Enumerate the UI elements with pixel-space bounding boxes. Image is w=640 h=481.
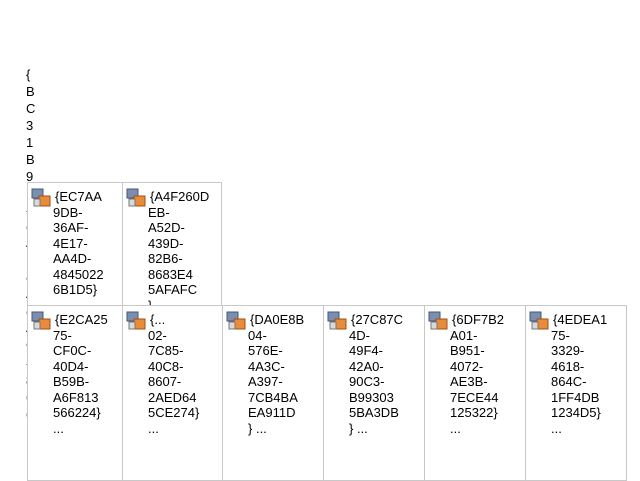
item-icon (126, 311, 146, 331)
guid-line: 4072- (450, 358, 484, 374)
guid-line: 7ECE44 (450, 389, 499, 405)
guid-line: 7C85- (148, 343, 184, 358)
guid-line: 02- (148, 327, 167, 343)
guid-line: 40C8- (148, 358, 184, 374)
guid-line: 4A3C- (248, 358, 285, 374)
guid-line: {... (150, 312, 166, 327)
guid-line: 7CB4BA (248, 389, 298, 405)
item-tile[interactable]: {4EDEA1 75- 3329- 4618- 864C- 1FF4DB 1234D5}..… (525, 305, 627, 481)
guid-line: 566224} (53, 405, 101, 420)
char: B (26, 152, 35, 167)
item-icon (226, 311, 246, 331)
guid-line: 2AED64 (148, 389, 197, 405)
guid-line: B99303 (349, 389, 394, 405)
guid-line: CF0C- (53, 343, 92, 358)
guid-line: AE3B- (450, 374, 488, 389)
guid-line: ... (53, 420, 64, 436)
guid-line: 3329- (551, 343, 585, 358)
item-icon (428, 311, 448, 331)
guid-line: 1234D5} (551, 405, 601, 420)
char: C (26, 101, 36, 116)
guid-line: 4D- (349, 327, 370, 343)
item-tile[interactable]: {EC7AA 9DB- 36AF- 4E17- AA4D- 4845022 6B1D5}..… (27, 182, 123, 306)
guid-line: 36AF- (53, 220, 89, 235)
guid-line: A52D- (148, 220, 185, 235)
guid-line: {A4F260D (150, 189, 210, 204)
guid-line: 9DB- (53, 204, 83, 220)
item-icon (31, 188, 51, 208)
guid-line: 4618- (551, 358, 585, 374)
guid-line: ... (450, 420, 461, 436)
guid-line: ... (551, 420, 562, 436)
item-icon (31, 311, 51, 331)
guid-line: ... (148, 420, 159, 436)
item-tile[interactable]: {A4F260D EB- A52D- 439D- 82B6- 8683E4 5AFAFC}.… (122, 182, 222, 306)
item-icon (529, 311, 549, 331)
guid-line: 1FF4DB (551, 389, 600, 405)
guid-line: B951- (450, 343, 485, 358)
guid-line: 49F4- (349, 343, 383, 358)
guid-line: {27C87C (351, 312, 404, 327)
guid-line: 4845022 (53, 266, 104, 282)
guid-line: 864C- (551, 374, 587, 389)
item-tile[interactable]: {... 02- 7C85- 40C8- 8607- 2AED64 5CE274}... (122, 305, 223, 481)
item-tile[interactable]: {27C87C 4D- 49F4- 42A0- 90C3- B99303 5BA3DB} .… (323, 305, 425, 481)
item-icon (327, 311, 347, 331)
guid-line: 576E- (248, 343, 283, 358)
char: B (26, 84, 35, 99)
guid-line: 5AFAFC (148, 282, 198, 297)
guid-line: 5CE274} (148, 405, 200, 420)
char: { (26, 67, 31, 82)
guid-line: {E2CA25 (55, 312, 108, 327)
guid-line: ... (53, 297, 64, 306)
guid-line: {DA0E8B (250, 312, 305, 327)
guid-line: A01- (450, 327, 478, 343)
item-icon (126, 188, 146, 208)
guid-line: }... (148, 297, 164, 306)
guid-line: 90C3- (349, 374, 385, 389)
guid-line: 04- (248, 327, 267, 343)
item-tile[interactable]: {DA0E8B 04- 576E- 4A3C- A397- 7CB4BA EA911D} .… (222, 305, 324, 481)
char: 3 (26, 118, 34, 133)
guid-line: 125322} (450, 405, 498, 420)
guid-line: 439D- (148, 235, 184, 251)
guid-line: A6F813 (53, 389, 99, 405)
guid-line: 4E17- (53, 235, 88, 251)
guid-line: {4EDEA1 (553, 312, 608, 327)
guid-line: } ... (248, 420, 267, 436)
guid-line: 8683E4 (148, 266, 193, 282)
guid-line: 6B1D5} (53, 282, 98, 297)
guid-line: {EC7AA (55, 189, 102, 204)
guid-line: 8607- (148, 374, 182, 389)
char: 1 (26, 135, 34, 150)
guid-line: } ... (349, 420, 368, 436)
guid-line: EB- (148, 204, 170, 220)
char: 9 (26, 169, 34, 184)
guid-line: EA911D (248, 405, 296, 420)
guid-line: 42A0- (349, 358, 384, 374)
guid-line: A397- (248, 374, 283, 389)
guid-line: 75- (53, 327, 72, 343)
guid-line: 75- (551, 327, 570, 343)
guid-line: 5BA3DB (349, 405, 399, 420)
item-tile[interactable]: {E2CA25 75- CF0C- 40D4- B59B- A6F813 566224}..… (27, 305, 123, 481)
item-tile[interactable]: {6DF7B2 A01- B951- 4072- AE3B- 7ECE44 125322}.… (424, 305, 526, 481)
guid-line: 82B6- (148, 251, 183, 266)
guid-line: 40D4- (53, 358, 89, 374)
guid-line: AA4D- (53, 251, 92, 266)
guid-line: {6DF7B2 (452, 312, 505, 327)
guid-line: B59B- (53, 374, 90, 389)
